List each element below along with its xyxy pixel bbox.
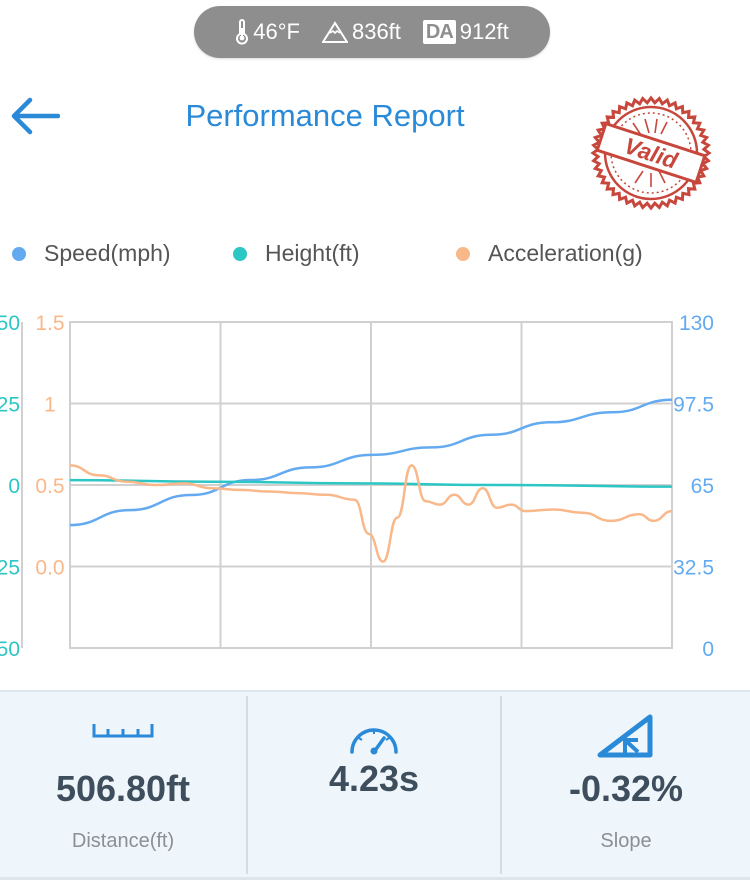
- speed-legend-dot: [12, 246, 26, 261]
- speed-tick-label: 0: [702, 638, 714, 660]
- legend-item-speed[interactable]: Speed(mph): [12, 240, 171, 267]
- legend-item-acceleration[interactable]: Acceleration(g): [456, 240, 643, 267]
- legend-item-height[interactable]: Height(ft): [233, 240, 360, 267]
- legend-label-speed: Speed(mph): [44, 240, 171, 266]
- valid-stamp: Valid: [586, 92, 716, 214]
- chart-grid: [21, 321, 673, 649]
- height-tick-label: 50: [0, 312, 20, 335]
- mountain-icon: [321, 21, 348, 43]
- acceleration-tick-label: 1.5: [35, 312, 64, 335]
- altitude-group: 836ft: [321, 19, 401, 45]
- speed-tick-label: 97.5: [673, 394, 714, 417]
- slope-icon: [597, 714, 653, 758]
- slope-label: Slope: [600, 830, 652, 852]
- speedometer-icon: [350, 728, 398, 755]
- stats-divider: [500, 696, 502, 874]
- stats-panel: 506.80ft Distance(ft) 4.23s: [0, 690, 750, 880]
- height-tick-label: 0: [8, 475, 20, 498]
- height-legend-dot: [233, 246, 247, 261]
- height-tick-label: -25: [0, 557, 20, 580]
- chart-legend: Speed(mph) Height(ft) Acceleration(g): [0, 240, 750, 272]
- acceleration-tick-label: 0.0: [35, 557, 64, 580]
- time-value: 4.23s: [328, 758, 420, 799]
- chart-series: [69, 398, 673, 563]
- stats-divider: [246, 696, 248, 874]
- back-button[interactable]: [6, 92, 62, 140]
- acceleration-tick-label: 0.5: [35, 475, 64, 498]
- speed-tick-label: 65: [691, 475, 714, 498]
- speed-tick-label: 130: [679, 312, 714, 335]
- temperature-value: 46°F: [253, 19, 300, 44]
- series-line-acceleration: [69, 464, 673, 563]
- chart-ticks: 50 25 0 -25 -50 1.5 1 0.5 0.0 130 97.5 65 32.5 0: [0, 312, 714, 660]
- altitude-value: 836ft: [351, 19, 401, 44]
- density-altitude-group: DA 912ft: [422, 19, 509, 45]
- legend-label-acceleration: Acceleration(g): [488, 240, 643, 266]
- temperature-group: 46°F: [235, 19, 300, 45]
- density-altitude-value: 912ft: [459, 19, 509, 44]
- speed-tick-label: 32.5: [673, 557, 714, 580]
- ruler-icon: [92, 724, 154, 738]
- height-tick-label: -50: [0, 638, 20, 660]
- acceleration-legend-dot: [456, 246, 470, 261]
- time-stat: 4.23s: [248, 692, 500, 877]
- conditions-bar: 46°F 836ft DA 912ft: [194, 6, 550, 58]
- distance-value: 506.80ft: [55, 768, 191, 809]
- series-line-height: [69, 478, 673, 488]
- distance-stat: 506.80ft Distance(ft): [0, 692, 246, 877]
- slope-stat: -0.32% Slope: [502, 692, 750, 877]
- arrow-left-icon: [11, 97, 60, 135]
- slope-value: -0.32%: [568, 768, 684, 809]
- acceleration-tick-label: 1: [44, 394, 56, 417]
- thermometer-icon: [236, 19, 249, 45]
- density-altitude-label: DA: [422, 20, 456, 44]
- page-title: Performance Report: [185, 98, 465, 133]
- distance-label: Distance(ft): [71, 830, 175, 852]
- performance-chart: 50 25 0 -25 -50 1.5 1 0.5 0.0 130 97.5 65 32.5 0: [0, 312, 714, 660]
- height-tick-label: 25: [0, 394, 20, 417]
- series-line-speed: [69, 398, 673, 527]
- legend-label-height: Height(ft): [265, 240, 360, 266]
